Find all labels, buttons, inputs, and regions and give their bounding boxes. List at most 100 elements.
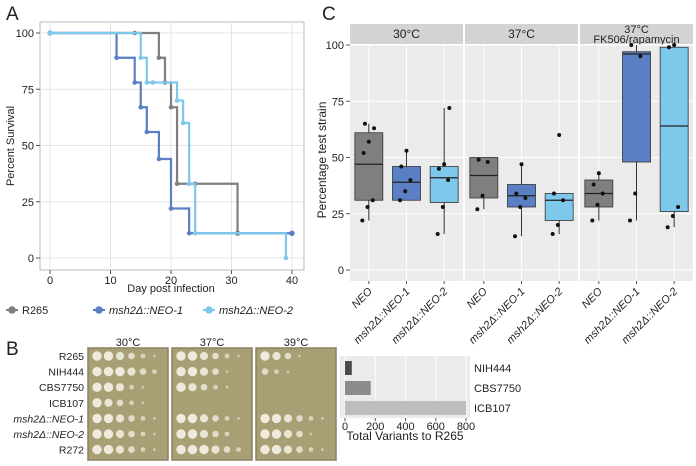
variants-bar-0 xyxy=(345,361,352,375)
box-x-label-1-2-prefix: msh2Δ:: xyxy=(504,309,541,346)
colony-spot xyxy=(187,413,198,424)
colony-spot xyxy=(199,367,209,376)
box-x-label-2-1-prefix: msh2Δ:: xyxy=(582,309,619,346)
survival-chart: 0 25 50 75 100 0 10 20 30 40 Day post infection P… xyxy=(5,21,305,317)
colony-spot xyxy=(261,368,269,375)
colony-spot xyxy=(176,429,186,439)
colony-spot xyxy=(128,446,135,453)
colony-spot xyxy=(176,413,186,424)
box-y-tick-label: 100 xyxy=(326,40,344,52)
box-x-label-0-1-suffix: NEO-1 xyxy=(380,286,412,318)
variants-x-tick-label: 200 xyxy=(366,421,384,433)
legend-label-2-suffix: NEO-2 xyxy=(259,305,293,317)
colony-spot xyxy=(115,445,125,454)
colony-spot xyxy=(260,429,270,439)
colony-spot xyxy=(92,413,102,424)
colony-spot xyxy=(92,366,102,377)
colony-spot xyxy=(140,431,146,437)
box-point xyxy=(666,45,671,50)
colony-spot xyxy=(236,447,241,452)
box-point xyxy=(436,166,441,171)
box-point xyxy=(591,182,596,187)
box-chart: Percentage test strain 0 25 50 75 100 30°C NEO… xyxy=(315,24,693,346)
colony-spot xyxy=(283,429,293,439)
colony-spot xyxy=(271,429,282,439)
survival-censor-point xyxy=(289,230,295,236)
survival-y-tick-label: 75 xyxy=(22,84,34,96)
survival-y-tick-label: 0 xyxy=(28,253,34,265)
panel-label-b: B xyxy=(6,339,19,360)
survival-curve-1 xyxy=(50,31,292,235)
box-y-tick-label: 75 xyxy=(332,96,344,108)
box-point xyxy=(514,191,519,196)
strain-label-5-suffix: NEO-2 xyxy=(52,429,84,441)
colony-spot xyxy=(308,416,314,421)
colony-spot xyxy=(200,383,208,391)
box-point xyxy=(361,151,366,155)
colony-spot xyxy=(274,369,279,374)
colony-spot xyxy=(104,398,113,407)
box-point xyxy=(442,162,447,167)
colony-spot xyxy=(224,431,230,437)
colony-spot xyxy=(283,414,293,423)
box-x-label-2-2-prefix: msh2Δ:: xyxy=(619,309,656,346)
facet-strip-2 xyxy=(580,24,693,44)
colony-spot xyxy=(237,354,240,358)
colony-spot xyxy=(199,414,209,423)
box-point xyxy=(561,198,566,203)
box-x-label-2-1-suffix: NEO-1 xyxy=(610,286,642,318)
box-y-tick-label: 0 xyxy=(338,265,344,277)
legend-label-1: msh2Δ::NEO-1 xyxy=(109,305,183,317)
colony-spot xyxy=(271,413,282,424)
plate-temperature-0: 30°C xyxy=(116,337,141,349)
survival-curve-2 xyxy=(50,31,288,258)
survival-x-tick-label: 0 xyxy=(47,275,53,287)
box-y-tick-label: 50 xyxy=(332,153,344,165)
agar-plate-edge-1 xyxy=(171,347,253,461)
variants-bar-2 xyxy=(345,401,466,415)
variants-bar-1 xyxy=(345,381,371,395)
colony-spot xyxy=(260,413,270,424)
box-1-2 xyxy=(544,193,574,221)
colony-spot xyxy=(271,444,282,455)
box-x-label-2-2-suffix: NEO-2 xyxy=(648,286,680,318)
survival-event-point xyxy=(156,156,162,162)
box-2-1 xyxy=(622,51,651,163)
box-x-label-0-0: NEO xyxy=(350,285,376,311)
colony-spot xyxy=(187,366,198,377)
agar-plate-2 xyxy=(256,348,336,460)
box-point xyxy=(628,218,632,223)
colony-spot xyxy=(199,351,209,361)
colony-spot xyxy=(153,448,156,451)
box-2-2 xyxy=(659,46,689,212)
colony-spot xyxy=(187,444,198,455)
colony-spot xyxy=(115,414,125,423)
box-point xyxy=(408,178,413,182)
colony-spot xyxy=(296,415,303,422)
colony-spot xyxy=(140,447,146,452)
colony-spot xyxy=(176,366,186,377)
box-point xyxy=(404,148,409,153)
box-point xyxy=(672,43,677,47)
agar-plate-edge-0 xyxy=(87,347,169,461)
strain-label-0: R265 xyxy=(59,351,84,363)
colony-spot xyxy=(224,416,230,421)
strain-label-3: ICB107 xyxy=(49,398,84,410)
panel-label-c: C xyxy=(322,4,336,25)
variants-x-tick-label: 800 xyxy=(457,421,475,433)
box-point xyxy=(629,43,634,47)
colony-spot xyxy=(199,444,209,455)
colony-spot xyxy=(141,401,145,405)
colony-spot xyxy=(225,370,229,373)
box-x-label-0-2-prefix: msh2Δ:: xyxy=(389,309,426,346)
box-point xyxy=(519,162,524,167)
variants-x-axis-label: Total Variants to R265 xyxy=(346,429,464,443)
box-point xyxy=(365,205,370,209)
box-y-tick-label: 25 xyxy=(332,209,344,221)
spot-dilution-panel: 30°C 37°C 39°C R265 NIH444 CBS7750 ICB107 msh2Δ… xyxy=(13,337,521,461)
survival-event-point xyxy=(186,181,192,187)
colony-spot xyxy=(115,351,125,361)
box-point xyxy=(523,196,528,200)
colony-spot xyxy=(176,444,186,455)
colony-spot xyxy=(129,400,134,406)
